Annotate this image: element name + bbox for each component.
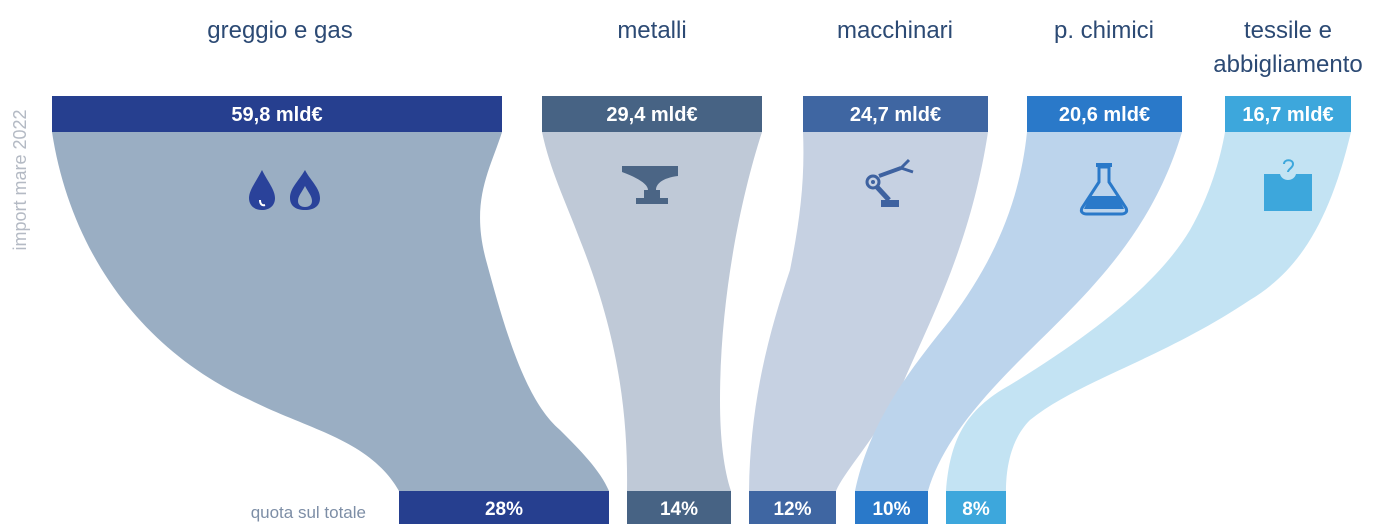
value-label-3: 20,6 mld€ bbox=[1059, 104, 1150, 126]
bottom-bar-3 bbox=[855, 491, 928, 524]
oil-gas-icon bbox=[249, 170, 320, 210]
category-label-0-0: greggio e gas bbox=[207, 17, 352, 44]
share-label-3: 10% bbox=[872, 499, 910, 520]
share-label-2: 12% bbox=[773, 499, 811, 520]
anvil-icon bbox=[622, 166, 678, 204]
bottom-bar-1 bbox=[627, 491, 731, 524]
share-label-1: 14% bbox=[660, 499, 698, 520]
top-bar-4 bbox=[1225, 96, 1351, 132]
flask-icon bbox=[1079, 163, 1129, 216]
bottom-bar-0 bbox=[399, 491, 609, 524]
category-label-3-0: p. chimici bbox=[1054, 17, 1154, 44]
category-label-4-0: tessile e bbox=[1244, 17, 1332, 44]
category-label-2-0: macchinari bbox=[837, 17, 953, 44]
share-label-4: 8% bbox=[962, 499, 990, 520]
flow-1 bbox=[542, 132, 762, 491]
bars bbox=[52, 96, 1351, 524]
category-label-4-1: abbigliamento bbox=[1213, 51, 1362, 78]
top-bar-0 bbox=[52, 96, 502, 132]
bottom-caption: quota sul totale bbox=[251, 503, 366, 522]
flow-4 bbox=[946, 132, 1351, 491]
shirt-tag-icon bbox=[1264, 159, 1312, 211]
side-label: import mare 2022 bbox=[10, 109, 30, 250]
share-label-0: 28% bbox=[485, 499, 523, 520]
flow-0 bbox=[52, 132, 609, 491]
bottom-bar-4 bbox=[946, 491, 1006, 524]
icons bbox=[249, 158, 1312, 216]
flows bbox=[52, 132, 1351, 491]
value-label-2: 24,7 mld€ bbox=[850, 104, 941, 126]
labels: 59,8 mld€ 28% greggio e gas 29,4 mld€ 14% met… bbox=[207, 17, 1362, 520]
flow-2 bbox=[749, 132, 988, 491]
top-bar-1 bbox=[542, 96, 762, 132]
value-label-4: 16,7 mld€ bbox=[1242, 104, 1333, 126]
flow-3 bbox=[855, 132, 1182, 491]
top-bar-2 bbox=[803, 96, 988, 132]
bottom-bar-2 bbox=[749, 491, 836, 524]
value-label-1: 29,4 mld€ bbox=[606, 104, 697, 126]
robot-arm-icon bbox=[865, 158, 914, 207]
category-label-1-0: metalli bbox=[617, 17, 686, 44]
top-bar-3 bbox=[1027, 96, 1182, 132]
value-label-0: 59,8 mld€ bbox=[231, 104, 322, 126]
